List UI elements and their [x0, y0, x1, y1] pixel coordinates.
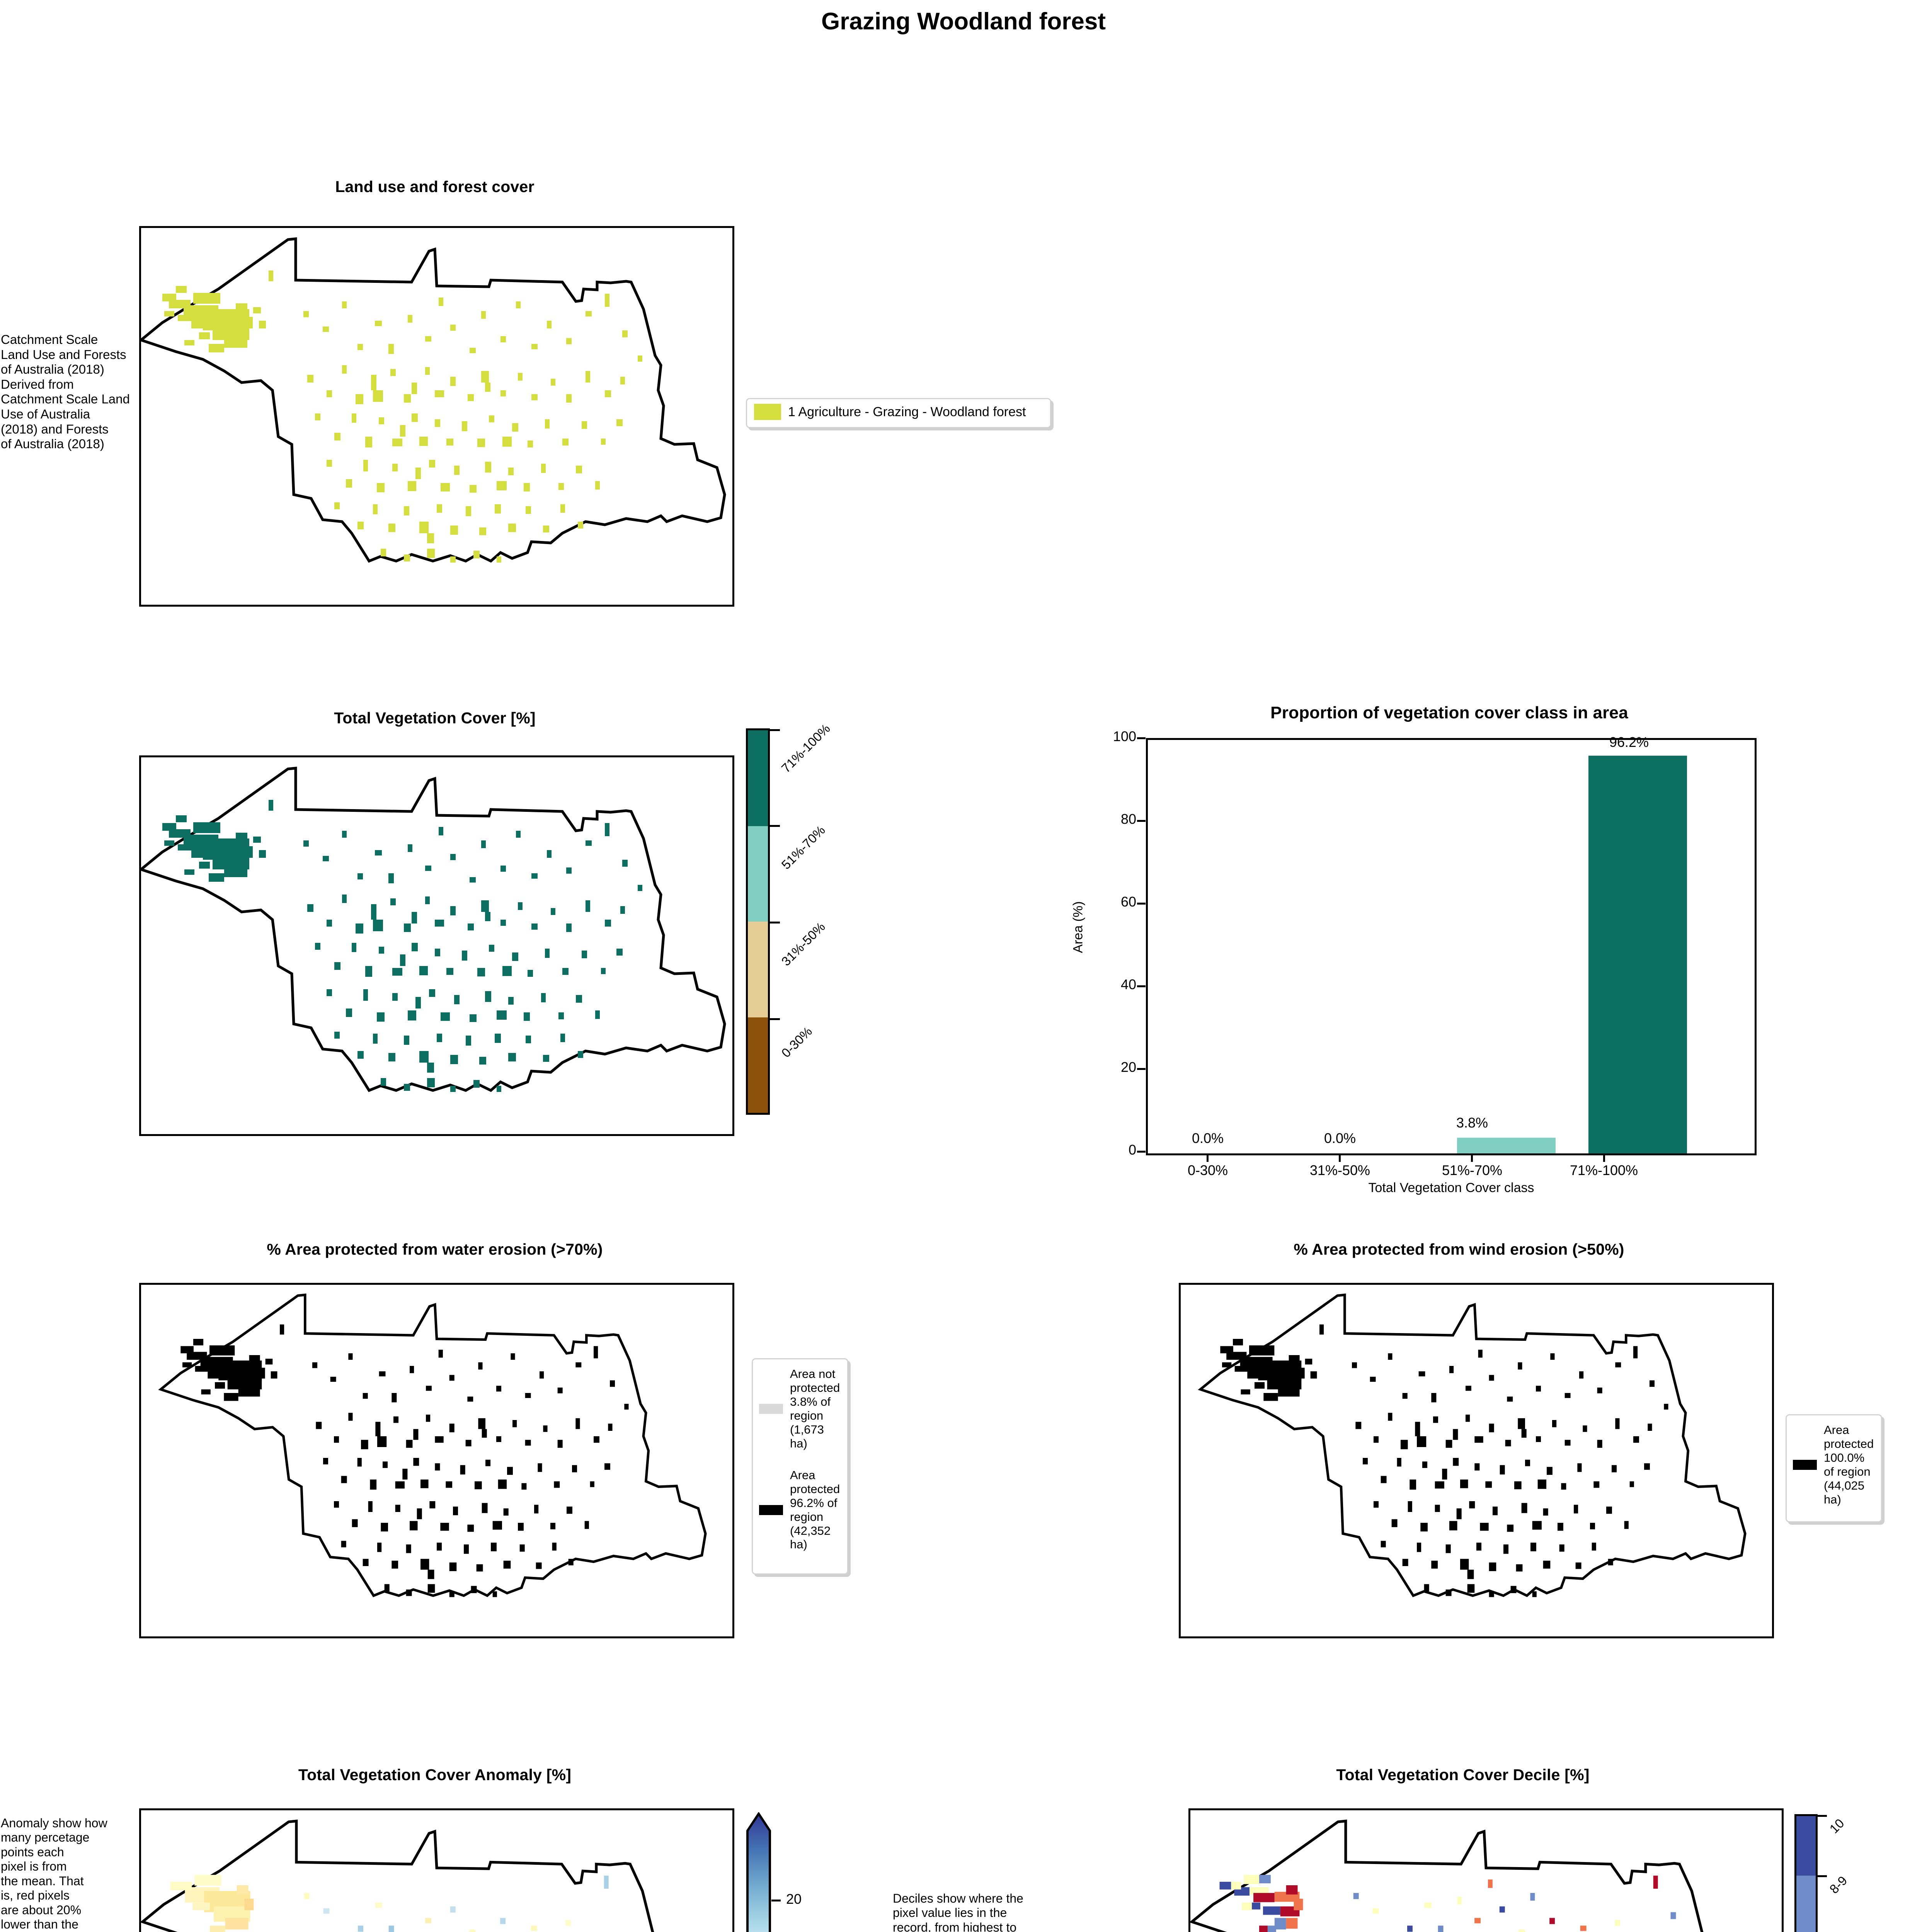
- bar-ytick-20: 20: [1120, 1059, 1136, 1075]
- bar-xtick-1: 31%-50%: [1309, 1162, 1370, 1178]
- veg-cover-colorbar: [746, 728, 770, 1115]
- decile-map-canvas: [1190, 1820, 1704, 1932]
- anomaly-panel-title: Total Vegetation Cover Anomaly [%]: [298, 1766, 572, 1784]
- bar-ylabel: Area (%): [1071, 901, 1086, 953]
- wind-erosion-map: [1179, 1283, 1774, 1638]
- anomaly-cb-tick-20: [771, 1900, 781, 1901]
- bar-chart-plot-area: [1146, 738, 1757, 1155]
- decile-cb-tick-10: [1818, 1815, 1827, 1817]
- water-erosion-legend-label-not-protected: Area not protected 3.8% of region (1,673…: [790, 1367, 840, 1450]
- water-erosion-legend-label-protected: Area protected 96.2% of region (42,352 h…: [790, 1468, 840, 1551]
- bar-xtick-mark-3: [1603, 1153, 1605, 1162]
- anomaly-map-canvas: [141, 1820, 654, 1932]
- veg-cover-colorbar-seg-0-30: [748, 1017, 768, 1113]
- bar-chart-canvas: [1457, 755, 1687, 1153]
- region-boundary: [1190, 1820, 1704, 1932]
- bar-ytick-80: 80: [1120, 811, 1136, 827]
- veg-cb-tick-3: [770, 922, 780, 923]
- veg-cb-label-1: 31%-50%: [778, 919, 828, 969]
- anomaly-map: [139, 1808, 734, 1932]
- decile-colorbar-seg-10: [1796, 1816, 1816, 1876]
- decile-explanation: Deciles show where the pixel value lies …: [893, 1891, 1023, 1932]
- land-use-map-canvas: [141, 237, 726, 563]
- bar-xtick-mark-1: [1339, 1153, 1341, 1162]
- land-use-legend-swatch: [754, 404, 781, 420]
- region-boundary: [141, 767, 726, 1092]
- land-use-legend[interactable]: 1 Agriculture - Grazing - Woodland fores…: [746, 398, 1051, 428]
- bar-xtick-mark-0: [1207, 1153, 1209, 1162]
- anomaly-explanation: Anomaly show how many percetage points e…: [1, 1816, 107, 1932]
- bar-ytick-mark-0: [1137, 1151, 1146, 1153]
- bar-chart-title: Proportion of vegetation cover class in …: [1270, 703, 1628, 722]
- bar-ytick-mark-80: [1137, 820, 1146, 822]
- veg-cover-colorbar-seg-71-100: [748, 730, 768, 826]
- bar-3: [1588, 755, 1687, 1153]
- bar-ytick-mark-20: [1137, 1068, 1146, 1070]
- bar-value-label-3: 96.2%: [1609, 734, 1649, 750]
- anomaly-colorbar: [746, 1812, 771, 1932]
- decile-map: [1188, 1808, 1784, 1932]
- decile-cb-tick-8-9: [1818, 1875, 1827, 1877]
- water-erosion-legend-swatch-not-protected: [759, 1403, 783, 1414]
- bar-ytick-0: 0: [1128, 1142, 1136, 1158]
- veg-cover-map: [139, 755, 734, 1136]
- decile-cb-label-8-9: 8-9: [1827, 1873, 1850, 1896]
- veg-cb-label-2: 51%-70%: [778, 823, 828, 872]
- bar-2: [1457, 1138, 1556, 1153]
- decile-colorbar-seg-8-9: [1796, 1875, 1816, 1932]
- veg-cover-panel-title: Total Vegetation Cover [%]: [334, 709, 536, 727]
- bar-ytick-mark-40: [1137, 985, 1146, 987]
- region-boundary: [141, 1820, 654, 1932]
- bar-xtick-2: 51%-70%: [1442, 1162, 1503, 1178]
- veg-cb-tick-4: [770, 1018, 780, 1020]
- bar-xtick-0: 0-30%: [1187, 1162, 1228, 1178]
- decile-panel-title: Total Vegetation Cover Decile [%]: [1336, 1766, 1590, 1784]
- region-boundary: [158, 1293, 707, 1597]
- region-boundary: [141, 237, 726, 563]
- bar-ytick-40: 40: [1120, 976, 1136, 992]
- land-use-pixels: [162, 270, 642, 563]
- bar-xtick-3: 71%-100%: [1570, 1162, 1638, 1178]
- wind-erosion-legend-swatch-protected: [1793, 1459, 1817, 1470]
- veg-cover-pixels: [162, 800, 642, 1092]
- anomaly-pixels: [170, 1875, 609, 1932]
- bar-ytick-60: 60: [1120, 894, 1136, 910]
- wind-erosion-legend[interactable]: Area protected 100.0% of region (44,025 …: [1786, 1414, 1882, 1522]
- anomaly-cb-label-20: 20: [786, 1891, 802, 1907]
- veg-cover-colorbar-seg-51-70: [748, 826, 768, 922]
- decile-colorbar: [1794, 1814, 1818, 1932]
- decile-pixels: [1219, 1875, 1676, 1932]
- bar-xtick-mark-2: [1471, 1153, 1473, 1162]
- bar-ytick-100: 100: [1113, 728, 1136, 744]
- water-erosion-legend-swatch-protected: [759, 1505, 783, 1515]
- decile-cb-label-10: 10: [1827, 1816, 1847, 1836]
- water-erosion-panel-title: % Area protected from water erosion (>70…: [267, 1240, 603, 1258]
- veg-cb-tick-1: [770, 729, 780, 731]
- veg-cover-map-canvas: [141, 767, 726, 1092]
- region-boundary: [1198, 1293, 1747, 1597]
- veg-cover-colorbar-seg-31-50: [748, 922, 768, 1017]
- bar-ytick-mark-60: [1137, 903, 1146, 905]
- wind-erosion-protected-pixels: [1220, 1324, 1668, 1597]
- wind-erosion-map-canvas: [1198, 1293, 1747, 1597]
- wind-erosion-legend-label-protected: Area protected 100.0% of region (44,025 …: [1824, 1423, 1874, 1506]
- water-erosion-map: [139, 1283, 734, 1638]
- page-title: Grazing Woodland forest: [821, 8, 1106, 35]
- land-use-legend-label: 1 Agriculture - Grazing - Woodland fores…: [788, 404, 1026, 419]
- bar-value-label-0: 0.0%: [1192, 1130, 1224, 1146]
- water-erosion-legend[interactable]: Area not protected 3.8% of region (1,673…: [752, 1358, 848, 1575]
- water-erosion-protected-pixels: [180, 1324, 629, 1597]
- veg-cb-label-3: 71%-100%: [778, 721, 833, 776]
- bar-ytick-mark-100: [1137, 737, 1146, 739]
- bar-value-label-2: 3.8%: [1456, 1115, 1488, 1131]
- land-use-panel-title: Land use and forest cover: [335, 178, 535, 196]
- land-use-source-annotation: Catchment Scale Land Use and Forests of …: [1, 332, 130, 451]
- water-erosion-map-canvas: [158, 1293, 707, 1597]
- veg-cb-label-0: 0-30%: [778, 1024, 815, 1060]
- bar-xlabel: Total Vegetation Cover class: [1368, 1180, 1534, 1195]
- veg-cb-tick-2: [770, 825, 780, 827]
- bar-value-label-1: 0.0%: [1324, 1130, 1356, 1146]
- wind-erosion-panel-title: % Area protected from wind erosion (>50%…: [1294, 1240, 1624, 1258]
- land-use-map: [139, 226, 734, 607]
